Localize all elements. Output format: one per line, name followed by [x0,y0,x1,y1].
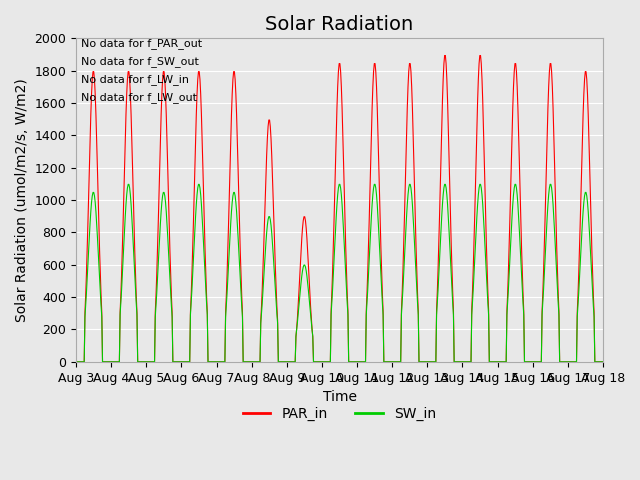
X-axis label: Time: Time [323,390,356,404]
Text: No data for f_SW_out: No data for f_SW_out [81,56,199,67]
Title: Solar Radiation: Solar Radiation [266,15,413,34]
Y-axis label: Solar Radiation (umol/m2/s, W/m2): Solar Radiation (umol/m2/s, W/m2) [15,78,29,322]
Legend: PAR_in, SW_in: PAR_in, SW_in [237,401,442,426]
Text: No data for f_LW_in: No data for f_LW_in [81,74,189,85]
Text: No data for f_LW_out: No data for f_LW_out [81,92,197,103]
Text: No data for f_PAR_out: No data for f_PAR_out [81,38,202,49]
